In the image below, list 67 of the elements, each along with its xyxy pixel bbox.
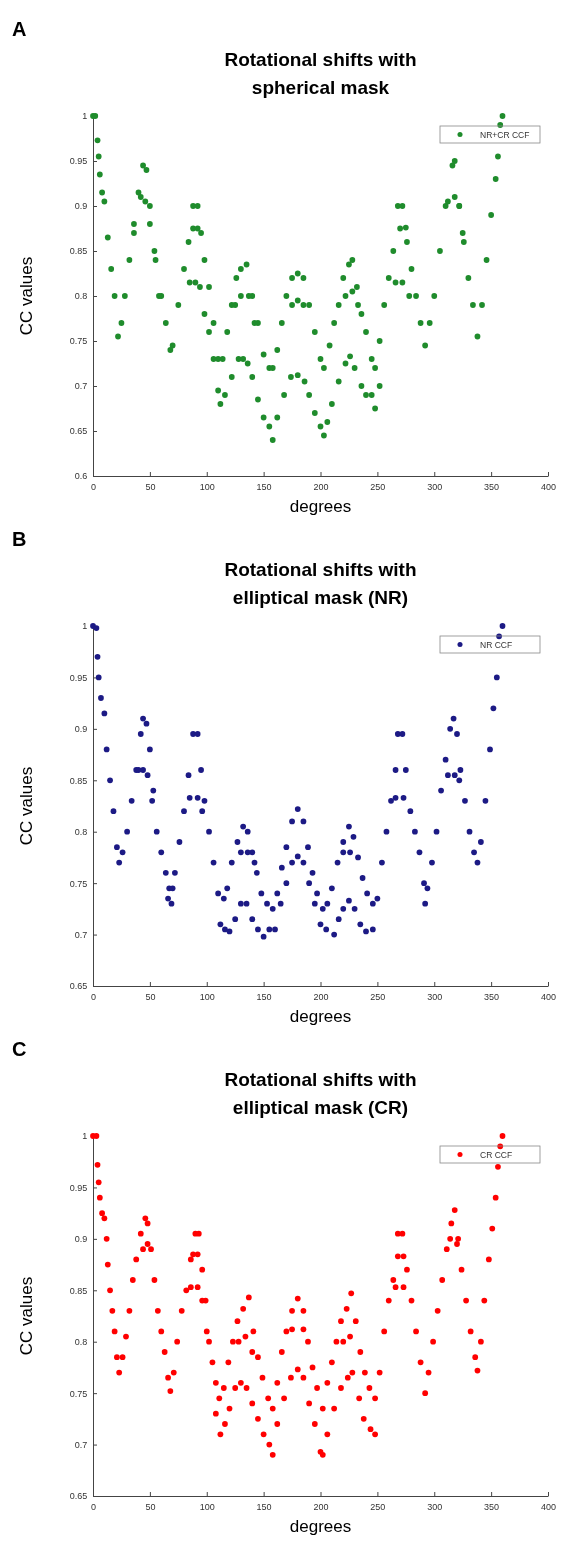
series-label: NR+CR CCF (480, 129, 530, 140)
x-tick-label: 250 (370, 481, 386, 492)
x-tick-label: 200 (313, 481, 329, 492)
x-tick-label: 0 (90, 991, 97, 1002)
x-tick-label: 300 (427, 1501, 443, 1512)
y-tick-label: 0.75 (69, 878, 88, 889)
y-tick-label: 0.95 (69, 1182, 88, 1193)
y-tick-label: 1 (82, 621, 88, 632)
x-tick-label: 300 (427, 481, 443, 492)
x-tick-label: 50 (145, 481, 156, 492)
series-label: CR CCF (480, 1149, 513, 1160)
y-axis-title: CC values (17, 256, 36, 336)
y-tick-label: 0.65 (69, 1491, 88, 1502)
y-tick-label: 0.75 (69, 336, 88, 347)
x-tick-label: 400 (540, 1501, 557, 1512)
x-tick-label: 400 (540, 991, 557, 1002)
x-axis-title: degrees (289, 497, 352, 516)
y-tick-label: 0.65 (69, 426, 88, 437)
x-tick-label: 150 (256, 1501, 272, 1512)
y-tick-label: 0.7 (74, 929, 88, 940)
y-tick-label: 0.8 (74, 827, 88, 838)
y-tick-label: 0.8 (74, 291, 88, 302)
text: C (12, 1038, 27, 1060)
y-tick-label: 0.7 (74, 1439, 88, 1450)
y-tick-label: 0.75 (69, 1388, 88, 1399)
x-tick-label: 300 (427, 991, 443, 1002)
x-tick-label: 100 (199, 991, 215, 1002)
y-tick-label: 1 (82, 1131, 88, 1142)
x-tick-label: 350 (484, 481, 500, 492)
y-tick-label: 0.7 (74, 381, 88, 392)
y-tick-label: 0.65 (69, 981, 88, 992)
text: A (12, 18, 27, 40)
x-tick-label: 150 (256, 991, 272, 1002)
x-axis-title: degrees (289, 1517, 352, 1536)
x-tick-label: 250 (370, 1501, 386, 1512)
chart-title: Rotational shifts with elliptical mask (CR) (224, 1069, 417, 1118)
y-tick-label: 0.9 (74, 201, 88, 212)
y-tick-label: 0.9 (74, 1234, 88, 1245)
x-tick-label: 0 (90, 1501, 97, 1512)
x-tick-label: 50 (145, 991, 156, 1002)
x-tick-label: 100 (199, 481, 215, 492)
x-tick-label: 200 (313, 1501, 329, 1512)
y-tick-label: 0.95 (69, 156, 88, 167)
y-tick-label: 0.85 (69, 775, 88, 786)
y-tick-label: 0.95 (69, 672, 88, 683)
x-tick-label: 350 (484, 991, 500, 1002)
y-tick-label: 0.8 (74, 1337, 88, 1348)
text: B (12, 528, 27, 550)
x-tick-label: 200 (313, 991, 329, 1002)
x-tick-label: 150 (256, 481, 272, 492)
y-tick-label: 1 (82, 111, 88, 122)
y-tick-label: 0.6 (74, 471, 88, 482)
chart-title: Rotational shifts with spherical mask (224, 49, 417, 98)
x-tick-label: 100 (199, 1501, 215, 1512)
y-axis-title: CC values (17, 766, 36, 846)
x-axis-title: degrees (289, 1007, 352, 1026)
y-axis-title: CC values (17, 1276, 36, 1356)
y-tick-label: 0.9 (74, 724, 88, 735)
x-tick-label: 400 (540, 481, 557, 492)
y-tick-label: 0.85 (69, 246, 88, 257)
chart-title: Rotational shifts with elliptical mask (NR) (224, 559, 417, 608)
x-tick-label: 250 (370, 991, 386, 1002)
x-tick-label: 50 (145, 1501, 156, 1512)
series-label: NR CCF (480, 639, 513, 650)
y-tick-label: 0.85 (69, 1285, 88, 1296)
x-tick-label: 0 (90, 481, 97, 492)
x-tick-label: 350 (484, 1501, 500, 1512)
